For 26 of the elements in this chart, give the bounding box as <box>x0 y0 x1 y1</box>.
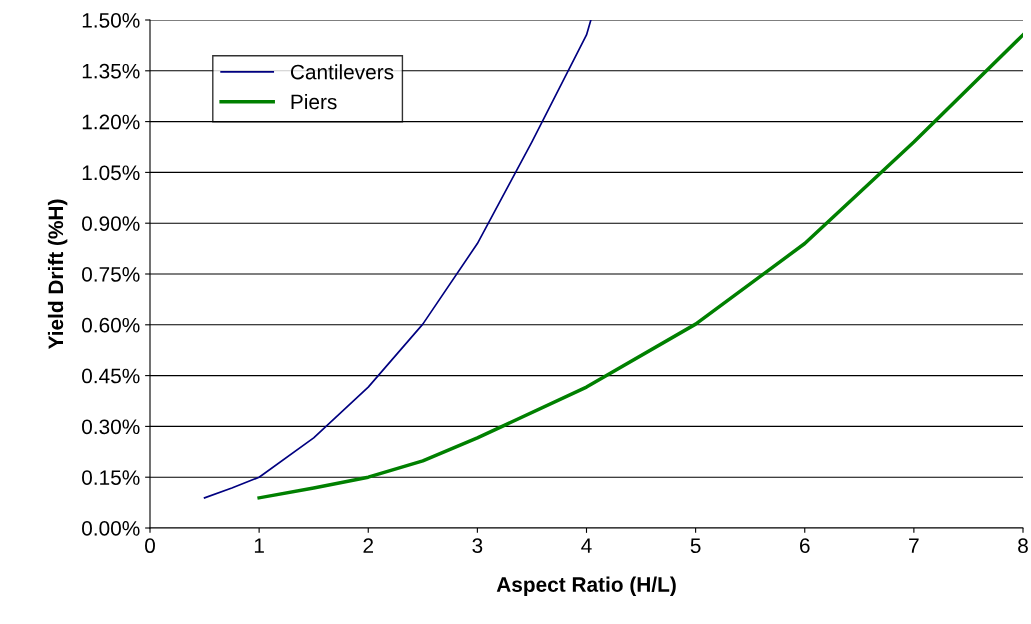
y-tick-label: 0.30% <box>82 419 140 435</box>
legend-label: Cantilevers <box>290 64 394 80</box>
y-axis-title: Yield Drift (%H) <box>47 199 68 350</box>
y-tick-label: 0.75% <box>82 267 140 282</box>
y-tick-label: 0.90% <box>82 216 140 231</box>
y-tick-label: 1.05% <box>82 165 140 181</box>
y-tick-label: 0.00% <box>82 521 140 536</box>
line-series <box>257 33 1023 500</box>
x-tick-label: 6 <box>800 538 810 554</box>
x-axis-title: Aspect Ratio (H/L) <box>496 576 676 597</box>
x-tick-label: 2 <box>363 538 373 553</box>
x-tick-label: 1 <box>254 538 264 553</box>
x-tick-label: 5 <box>690 538 701 554</box>
legend-label: Piers <box>291 93 337 110</box>
x-tick-label: 0 <box>145 538 155 554</box>
x-tick-label: 7 <box>909 538 919 553</box>
line-series <box>203 20 592 499</box>
y-tick-label: 1.20% <box>82 114 140 130</box>
y-tick-label: 0.15% <box>82 470 140 485</box>
y-tick-label: 0.45% <box>82 368 140 384</box>
y-tick-label: 0.60% <box>82 317 140 333</box>
x-tick-label: 4 <box>581 538 592 553</box>
x-tick-label: 8 <box>1018 538 1028 554</box>
x-tick-label: 3 <box>472 538 483 554</box>
y-tick-label: 1.35% <box>82 63 140 79</box>
y-tick-label: 1.50% <box>82 13 140 28</box>
